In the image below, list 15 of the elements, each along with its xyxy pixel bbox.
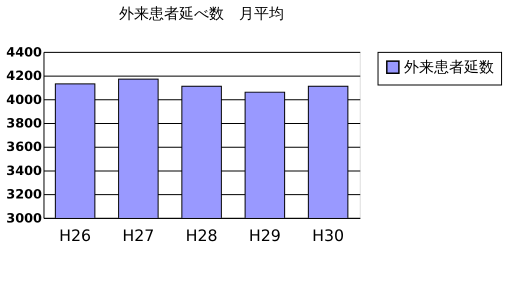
x-tick-label: H30 <box>312 226 344 246</box>
x-tick-label: H27 <box>122 226 154 246</box>
y-tick-label: 4400 <box>6 45 42 60</box>
y-tick-label: 3600 <box>6 140 42 156</box>
y-tick-label: 3800 <box>6 116 42 132</box>
x-tick-label: H29 <box>248 226 281 246</box>
x-tick-label: H26 <box>59 226 92 246</box>
y-tick-label: 3000 <box>6 211 42 226</box>
y-tick-label: 3400 <box>6 164 42 179</box>
y-tick-label: 3200 <box>6 188 42 203</box>
chart-title: 外来患者延べ数 月平均 <box>119 5 284 22</box>
legend-label: 外来患者延数 <box>404 59 494 76</box>
y-tick-label: 4000 <box>6 92 42 108</box>
x-tick-label: H28 <box>186 226 218 246</box>
y-tick-label: 4200 <box>6 69 42 84</box>
